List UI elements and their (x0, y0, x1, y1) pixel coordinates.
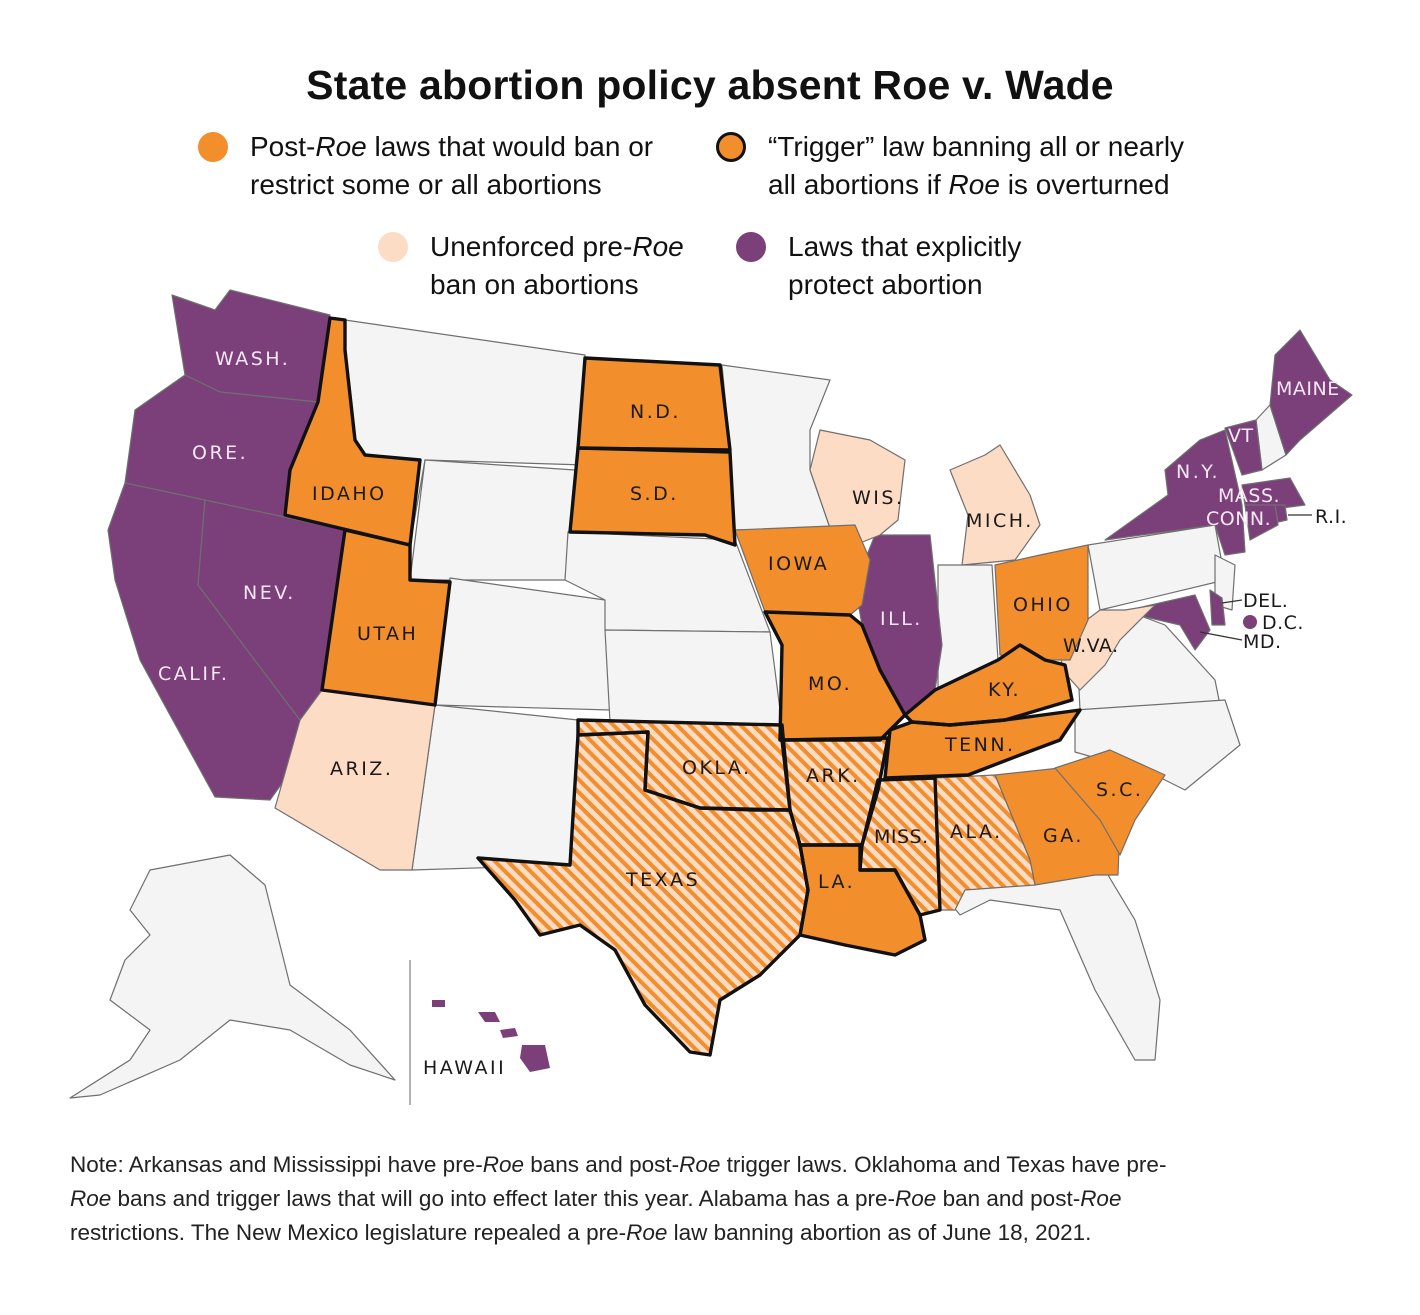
state-michigan (949, 444, 1041, 566)
label-calif: CALIF. (158, 663, 229, 685)
trigger-outline-utah (320, 528, 452, 707)
label-sc: S.C. (1096, 779, 1143, 801)
label-wash: WASH. (215, 348, 290, 370)
label-sd: S.D. (630, 483, 679, 505)
state-new-mexico (411, 704, 579, 871)
legend-post-roe: Post-Roe laws that would ban or restrict… (198, 128, 653, 204)
us-map: WASH. ORE. CALIF. NEV. IDAHO UTAH ARIZ. … (69, 289, 1353, 1105)
label-dc: D.C. (1262, 612, 1304, 634)
legend-unenforced-ban: Unenforced pre-Roe ban on abortions (378, 228, 684, 304)
legend-label: Laws that explicitly protect abortion (788, 231, 1022, 300)
label-del: DEL. (1243, 590, 1288, 612)
state-vermont (1224, 419, 1263, 476)
label-okla: OKLA. (682, 757, 752, 779)
legend-label: “Trigger” law banning all or nearly all … (768, 131, 1185, 200)
label-conn: CONN. (1206, 508, 1271, 530)
label-mich: MICH. (966, 510, 1034, 532)
trigger-outline-south-dakota (568, 446, 737, 547)
label-nev: NEV. (243, 582, 296, 604)
leader-del (1221, 599, 1243, 604)
state-south-carolina (1054, 749, 1166, 856)
label-ariz: ARIZ. (330, 758, 393, 780)
label-ny: N.Y. (1176, 461, 1220, 483)
state-hawaii (432, 1000, 550, 1072)
legend-swatch-orange-outlined (716, 132, 746, 162)
label-mo: MO. (808, 673, 852, 695)
state-alabama (934, 774, 1036, 911)
label-tenn: TENN. (944, 734, 1016, 756)
label-ri: R.I. (1315, 506, 1347, 528)
label-maine: MAINE (1276, 378, 1340, 400)
state-wyoming (409, 459, 576, 581)
state-minnesota (721, 364, 831, 531)
label-texas: TEXAS (625, 869, 700, 891)
state-massachusetts (1241, 477, 1306, 509)
state-rhode-island (1274, 504, 1288, 523)
state-florida (939, 869, 1161, 1061)
legend-swatch-purple (736, 232, 766, 262)
label-wis: WIS. (852, 487, 905, 509)
label-wva: W.VA. (1063, 635, 1119, 657)
label-ohio: OHIO (1013, 594, 1073, 616)
footnote: Note: Arkansas and Mississippi have pre-… (70, 1152, 1167, 1245)
label-md: MD. (1243, 631, 1282, 653)
label-ark: ARK. (806, 765, 861, 787)
label-miss: MISS. (874, 826, 929, 848)
label-hawaii: HAWAII (423, 1057, 506, 1079)
label-vt: VT (1228, 425, 1254, 447)
label-utah: UTAH (357, 623, 418, 645)
label-nd: N.D. (630, 401, 681, 423)
label-ill: ILL. (880, 608, 923, 630)
state-maine (1269, 329, 1353, 456)
trigger-outline-louisiana (798, 843, 927, 957)
legend-swatch-orange (198, 132, 228, 162)
leader-md (1199, 631, 1243, 641)
label-mass: MASS. (1218, 485, 1280, 507)
trigger-outline-idaho (283, 316, 422, 547)
label-ga: GA. (1043, 825, 1084, 847)
state-delaware (1209, 589, 1226, 626)
legend-trigger-law: “Trigger” law banning all or nearly all … (716, 128, 1184, 204)
state-wisconsin (809, 429, 906, 546)
label-idaho: IDAHO (312, 483, 387, 505)
label-ky: KY. (988, 679, 1021, 701)
dc-dot (1243, 615, 1257, 629)
state-north-carolina (1074, 699, 1241, 791)
legend-label: Post-Roe laws that would ban or restrict… (250, 131, 654, 200)
legend-protect-abortion: Laws that explicitly protect abortion (736, 228, 1021, 304)
label-la: LA. (818, 871, 855, 893)
legend-label: Unenforced pre-Roe ban on abortions (430, 231, 684, 300)
trigger-outline-texas (476, 730, 810, 1057)
trigger-outline-tennessee (883, 708, 1082, 780)
state-new-york (1104, 429, 1246, 556)
state-alaska (69, 854, 396, 1099)
trigger-outline-missouri (763, 610, 907, 742)
map-title: State abortion policy absent Roe v. Wade (306, 62, 1114, 108)
trigger-outline-north-dakota (576, 356, 732, 452)
label-iowa: IOWA (768, 553, 829, 575)
label-ore: ORE. (192, 442, 248, 464)
state-colorado (434, 577, 611, 711)
state-connecticut (1244, 504, 1279, 541)
state-kansas (604, 629, 783, 726)
label-ala: ALA. (950, 821, 1003, 843)
legend-swatch-peach (378, 232, 408, 262)
